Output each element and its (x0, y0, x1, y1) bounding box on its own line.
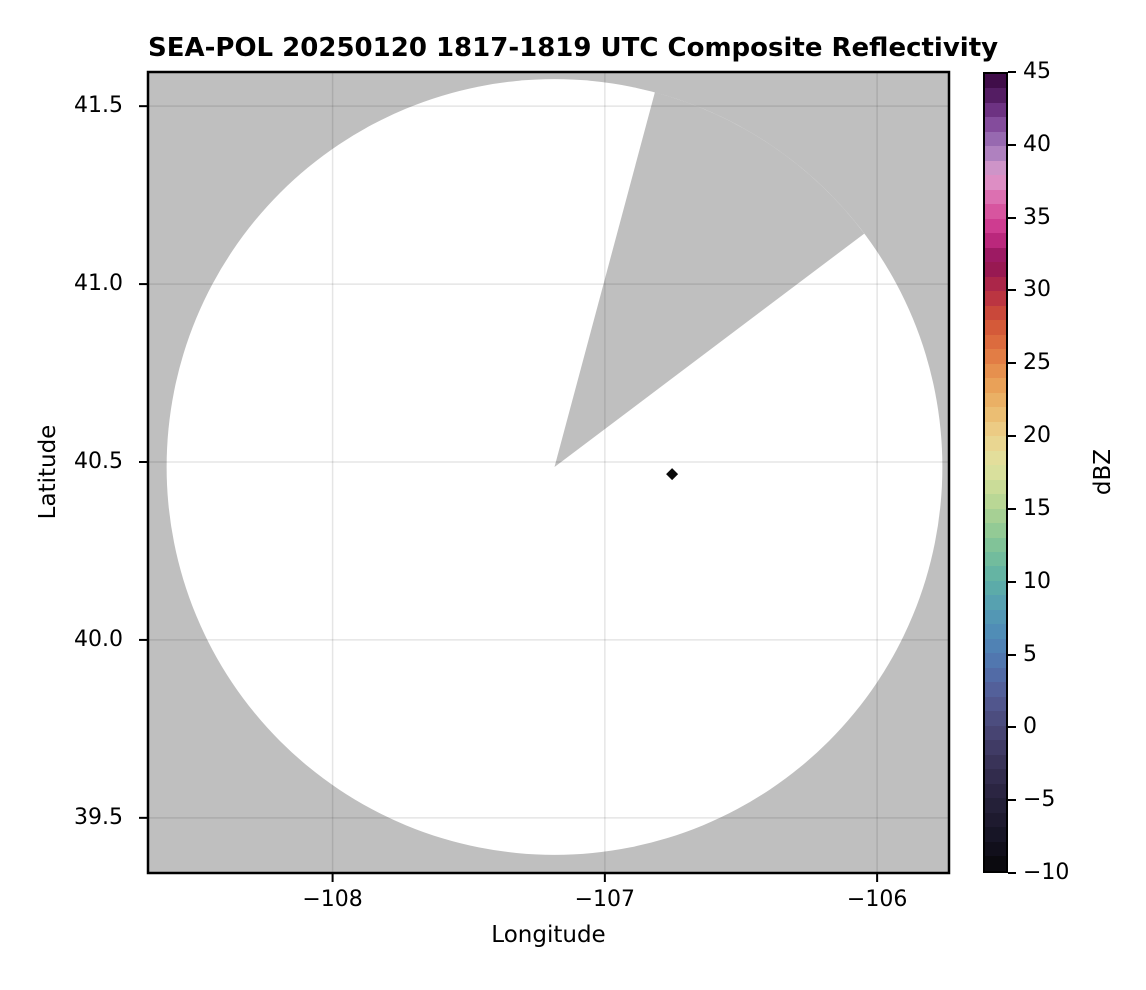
colorbar-band (985, 856, 1006, 871)
colorbar-tick-mark (1008, 143, 1016, 146)
colorbar (983, 72, 1008, 873)
colorbar-band (985, 523, 1006, 538)
y-tick-label: 40.5 (74, 449, 123, 474)
colorbar-band (985, 696, 1006, 712)
colorbar-band (985, 580, 1006, 596)
colorbar-tick-mark (1008, 799, 1016, 802)
colorbar-band (985, 363, 1006, 379)
colorbar-band (985, 233, 1006, 248)
colorbar-label: dBZ (1090, 448, 1116, 496)
colorbar-tick-label: 25 (1023, 350, 1051, 376)
colorbar-tick-label: 45 (1023, 59, 1051, 84)
colorbar-band (985, 769, 1006, 784)
colorbar-band (985, 117, 1006, 132)
colorbar-tick-mark (1008, 289, 1016, 292)
colorbar-band (985, 407, 1006, 422)
colorbar-band (985, 276, 1006, 292)
colorbar-band (985, 450, 1006, 466)
colorbar-band (985, 349, 1006, 364)
colorbar-band (985, 102, 1006, 118)
colorbar-tick-label: 15 (1023, 495, 1051, 521)
colorbar-band (985, 841, 1006, 857)
colorbar-band (985, 88, 1006, 103)
colorbar-tick-mark (1008, 872, 1016, 874)
colorbar-band (985, 175, 1006, 190)
colorbar-tick-mark (1008, 507, 1016, 510)
y-tick-label: 41.0 (74, 271, 123, 297)
colorbar-tick-mark (1008, 435, 1016, 438)
colorbar-band (985, 247, 1006, 263)
colorbar-band (985, 392, 1006, 408)
colorbar-band (985, 160, 1006, 176)
colorbar-band (985, 494, 1006, 509)
colorbar-tick-label: 20 (1023, 423, 1051, 449)
y-axis-label: Latitude (35, 424, 61, 520)
colorbar-band (985, 465, 1006, 480)
y-tick-label: 41.5 (74, 93, 123, 119)
y-tick-label: 40.0 (74, 626, 123, 652)
colorbar-band (985, 754, 1006, 770)
plot-border (146, 70, 951, 875)
colorbar-band (985, 436, 1006, 451)
colorbar-band (985, 131, 1006, 147)
blocked-sector-wedge (554, 92, 865, 467)
colorbar-tick-label: 40 (1023, 131, 1051, 157)
colorbar-band (985, 740, 1006, 755)
colorbar-band (985, 291, 1006, 306)
colorbar-band (985, 74, 1006, 89)
colorbar-band (985, 146, 1006, 161)
colorbar-band (985, 725, 1006, 741)
colorbar-tick-mark (1008, 653, 1016, 656)
site-marker-diamond (666, 468, 679, 481)
y-tick-label: 39.5 (74, 804, 123, 830)
colorbar-band (985, 421, 1006, 437)
x-tick-label: −108 (302, 887, 363, 912)
colorbar-band (985, 638, 1006, 654)
colorbar-band (985, 653, 1006, 668)
colorbar-band (985, 320, 1006, 335)
colorbar-band (985, 305, 1006, 321)
colorbar-band (985, 798, 1006, 813)
colorbar-band (985, 218, 1006, 234)
colorbar-tick-label: 5 (1023, 641, 1037, 667)
x-tick-label: −107 (574, 887, 636, 912)
colorbar-band (985, 537, 1006, 552)
colorbar-band (985, 479, 1006, 495)
colorbar-band (985, 334, 1006, 350)
colorbar-tick-label: 10 (1023, 568, 1051, 594)
colorbar-band (985, 508, 1006, 524)
colorbar-tick-mark (1008, 726, 1016, 729)
colorbar-band (985, 827, 1006, 842)
colorbar-tick-label: −10 (1023, 860, 1070, 885)
colorbar-band (985, 566, 1006, 581)
colorbar-band (985, 551, 1006, 567)
colorbar-tick-label: 35 (1023, 204, 1051, 230)
colorbar-band (985, 378, 1006, 393)
colorbar-band (985, 711, 1006, 726)
x-axis-label: Longitude (491, 922, 606, 948)
colorbar-tick-mark (1008, 580, 1016, 583)
colorbar-band (985, 667, 1006, 683)
colorbar-band (985, 682, 1006, 697)
x-tick-label: −106 (846, 887, 908, 912)
map-plot-area (139, 70, 951, 882)
gridlines (148, 72, 949, 873)
chart-title: SEA-POL 20250120 1817-1819 UTC Composite… (148, 33, 999, 63)
colorbar-tick-label: 0 (1023, 714, 1037, 740)
colorbar-tick-mark (1008, 216, 1016, 219)
colorbar-tick-label: 30 (1023, 277, 1051, 303)
colorbar-band (985, 609, 1006, 625)
colorbar-band (985, 783, 1006, 799)
colorbar-band (985, 204, 1006, 219)
colorbar-band (985, 812, 1006, 828)
colorbar-tick-mark (1008, 71, 1016, 73)
colorbar-band (985, 595, 1006, 610)
colorbar-band (985, 189, 1006, 205)
colorbar-band (985, 624, 1006, 639)
colorbar-tick-mark (1008, 362, 1016, 365)
colorbar-band (985, 262, 1006, 277)
colorbar-tick-label: −5 (1023, 787, 1056, 813)
axis-tick-marks (139, 105, 879, 882)
